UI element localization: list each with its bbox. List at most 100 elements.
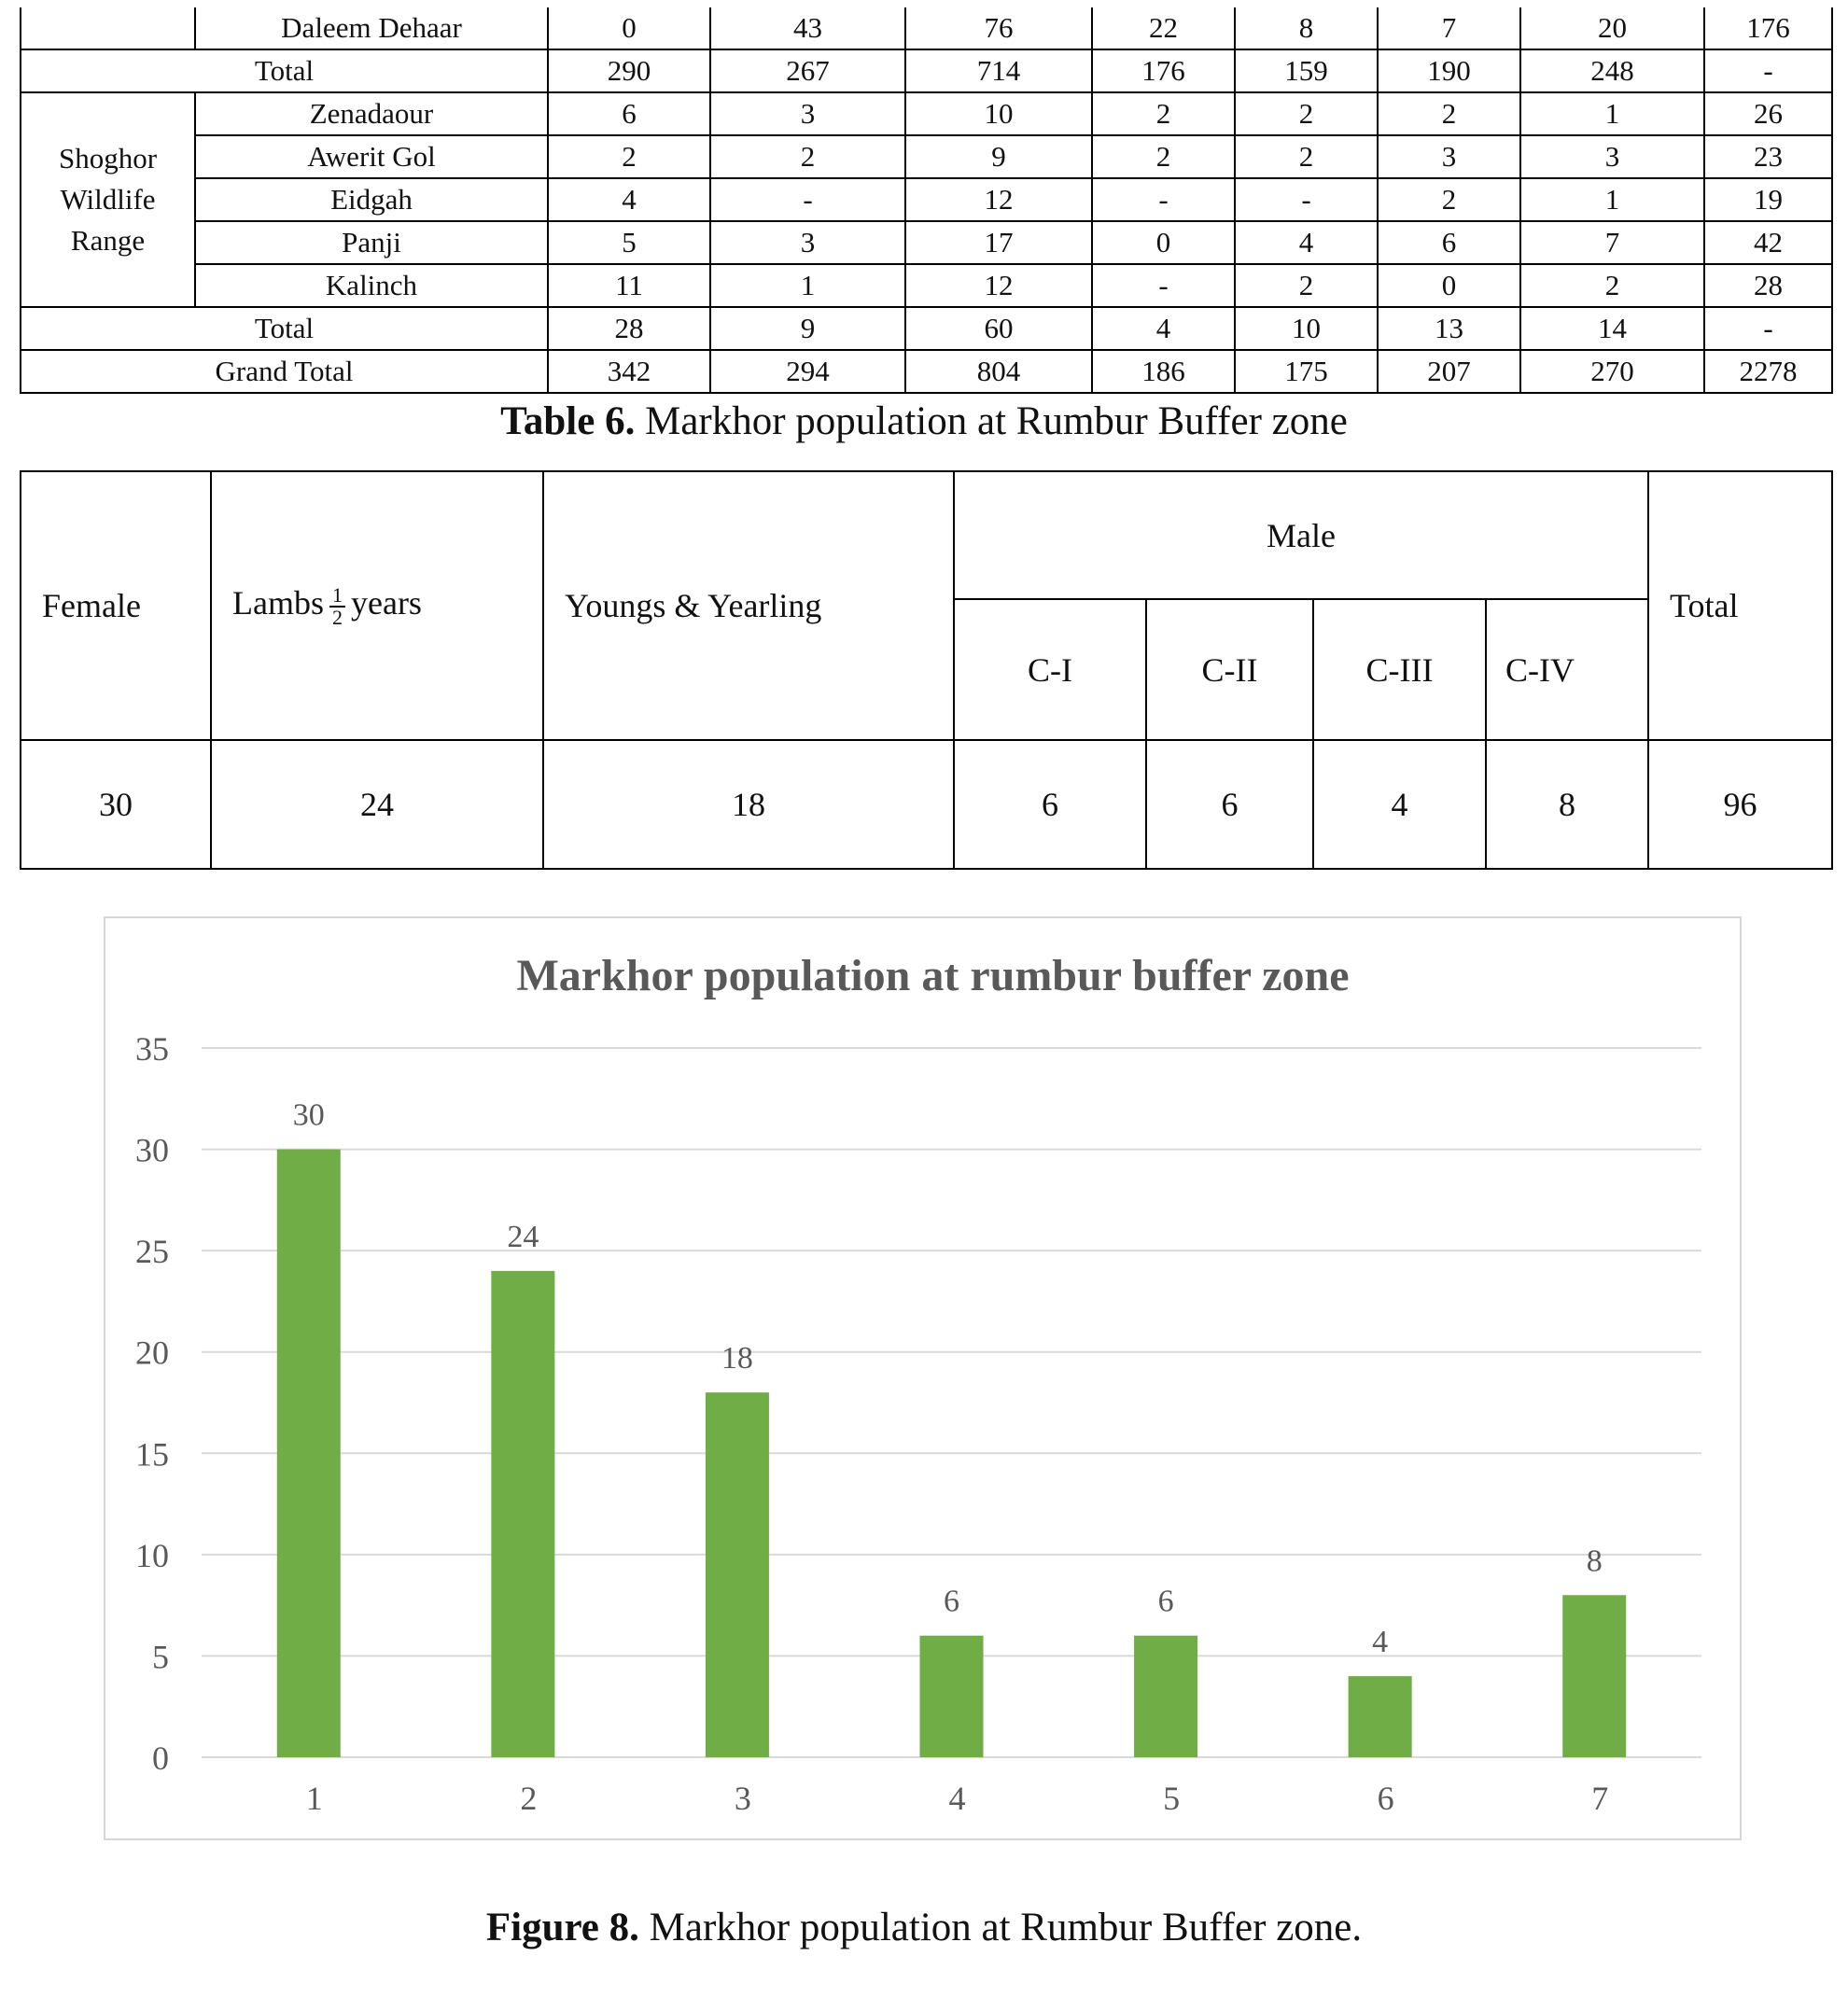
value-cell: 9 bbox=[709, 306, 906, 351]
figure-8-caption: Figure 8. Markhor population at Rumbur B… bbox=[0, 1904, 1848, 1952]
bar bbox=[1348, 1676, 1412, 1757]
value-cell: 4 bbox=[547, 177, 711, 222]
value-cell: 23 bbox=[1703, 134, 1833, 179]
value-cell: - bbox=[1234, 177, 1379, 222]
x-tick-label: 5 bbox=[1163, 1780, 1180, 1817]
value-cell: 7 bbox=[1377, 7, 1521, 50]
figure-8-caption-label: Figure 8. bbox=[485, 1906, 639, 1949]
value-cell: 19 bbox=[1703, 177, 1833, 222]
table-6-caption-label: Table 6. bbox=[500, 399, 636, 443]
value-cell: 290 bbox=[547, 49, 711, 93]
range-name: Shoghor Wildlife Range bbox=[20, 91, 196, 308]
bar-chart-svg: Markhor population at rumbur buffer zone… bbox=[135, 951, 1701, 1817]
cell-male-c-iv: 8 bbox=[1484, 739, 1650, 870]
range-name-line: Shoghor bbox=[58, 142, 158, 175]
table-row: Panji 5 3 17 0 4 6 7 42 bbox=[21, 220, 1833, 265]
figure-8-chart: Markhor population at rumbur buffer zone… bbox=[104, 916, 1742, 1840]
value-cell: 1 bbox=[709, 263, 906, 308]
value-cell: 28 bbox=[547, 306, 711, 351]
value-cell: 3 bbox=[709, 220, 906, 265]
bar bbox=[919, 1635, 984, 1757]
x-tick-label: 2 bbox=[520, 1780, 537, 1817]
value-cell: 9 bbox=[904, 134, 1093, 179]
value-cell: 13 bbox=[1377, 306, 1521, 351]
value-cell: 20 bbox=[1519, 7, 1705, 50]
value-cell: 207 bbox=[1377, 349, 1521, 394]
bar bbox=[491, 1270, 555, 1757]
header-male-c-iii: C-III bbox=[1312, 598, 1487, 741]
value-cell: - bbox=[709, 177, 906, 222]
table-5-body: Daleem Dehaar 0 43 76 22 8 7 20 176 Total 290 267 71… bbox=[20, 7, 1833, 394]
x-tick-label: 1 bbox=[306, 1780, 323, 1817]
value-cell: 176 bbox=[1091, 49, 1236, 93]
header-male-c-ii: C-II bbox=[1145, 598, 1314, 741]
value-cell: 11 bbox=[547, 263, 711, 308]
value-cell: 6 bbox=[547, 91, 711, 136]
value-cell: 2 bbox=[709, 134, 906, 179]
value-cell: 42 bbox=[1703, 220, 1833, 265]
total-label: Total bbox=[20, 49, 549, 93]
value-cell: 0 bbox=[1091, 220, 1236, 265]
y-tick-label: 5 bbox=[152, 1638, 169, 1675]
data-label: 6 bbox=[944, 1585, 959, 1619]
value-cell: 342 bbox=[547, 349, 711, 394]
header-male: Male bbox=[952, 470, 1650, 600]
y-tick-label: 20 bbox=[135, 1334, 169, 1372]
value-cell: 2278 bbox=[1703, 349, 1833, 394]
table-6-caption: Table 6. Markhor population at Rumbur Bu… bbox=[0, 398, 1848, 446]
value-cell: 43 bbox=[709, 7, 906, 50]
value-cell: 7 bbox=[1519, 220, 1705, 265]
data-label: 24 bbox=[507, 1220, 539, 1254]
cell-male-c-ii: 6 bbox=[1145, 739, 1314, 870]
table-6-caption-text: Markhor population at Rumbur Buffer zone bbox=[635, 399, 1348, 443]
table-row-total: Total 28 9 60 4 10 13 14- bbox=[20, 306, 1833, 351]
value-cell: 1 bbox=[1519, 177, 1705, 222]
header-lambs-prefix: Lambs bbox=[232, 584, 324, 622]
table-row: Shoghor Wildlife Range Zenadaour 6 3 10 2 2 2 1 26 bbox=[20, 91, 1833, 308]
site-name: Daleem Dehaar bbox=[194, 7, 549, 50]
y-tick-label: 30 bbox=[135, 1132, 169, 1169]
y-tick-label: 10 bbox=[135, 1537, 169, 1574]
cell-male-c-i: 6 bbox=[953, 739, 1147, 870]
value-cell: 1 bbox=[1519, 91, 1705, 136]
value-cell: 10 bbox=[904, 91, 1093, 136]
value-cell: 2 bbox=[547, 134, 711, 179]
header-male-c-iv: C-IV bbox=[1484, 598, 1650, 741]
figure-8-caption-text: Markhor population at Rumbur Buffer zone… bbox=[638, 1906, 1363, 1949]
fraction-numerator: 1 bbox=[329, 584, 345, 608]
value-cell: 804 bbox=[904, 349, 1093, 394]
bar bbox=[1562, 1595, 1627, 1757]
bar bbox=[1134, 1635, 1198, 1757]
cell-male-c-iii: 4 bbox=[1312, 739, 1487, 870]
value-cell: 3 bbox=[709, 91, 906, 136]
y-tick-label: 0 bbox=[152, 1740, 169, 1777]
value-cell: 2 bbox=[1377, 177, 1521, 222]
value-cell: 175 bbox=[1234, 349, 1379, 394]
range-name-line: Range bbox=[70, 224, 146, 257]
table-5-fragment: Daleem Dehaar 0 43 76 22 8 7 20 176 Total 290 267 71… bbox=[20, 7, 1833, 394]
value-cell: 2 bbox=[1234, 263, 1379, 308]
table-row-total: Grand Total 342 294 804 186 175 207 270 2278 bbox=[20, 349, 1833, 394]
cell-youngs-yearling: 18 bbox=[542, 739, 955, 870]
value-cell: 4 bbox=[1234, 220, 1379, 265]
value-cell: 186 bbox=[1091, 349, 1236, 394]
y-tick-label: 35 bbox=[135, 1030, 169, 1068]
x-tick-label: 7 bbox=[1591, 1780, 1608, 1817]
value-cell: 2 bbox=[1377, 91, 1521, 136]
value-cell: 8 bbox=[1234, 7, 1379, 50]
range-name-line: Wildlife bbox=[60, 183, 156, 216]
y-tick-label: 25 bbox=[135, 1233, 169, 1270]
value-cell: 3 bbox=[1519, 134, 1705, 179]
header-lambs: Lambs 1 2 years bbox=[210, 470, 544, 741]
value-cell: 159 bbox=[1234, 49, 1379, 93]
value-cell: 2 bbox=[1519, 263, 1705, 308]
header-total: Total bbox=[1647, 470, 1834, 741]
total-label: Total bbox=[20, 306, 549, 351]
value-cell: - bbox=[1091, 177, 1236, 222]
x-tick-label: 4 bbox=[949, 1780, 966, 1817]
bar bbox=[705, 1392, 769, 1757]
value-cell: 2 bbox=[1234, 91, 1379, 136]
bar bbox=[276, 1149, 341, 1757]
cell-lambs: 24 bbox=[210, 739, 544, 870]
data-label: 4 bbox=[1372, 1625, 1388, 1659]
